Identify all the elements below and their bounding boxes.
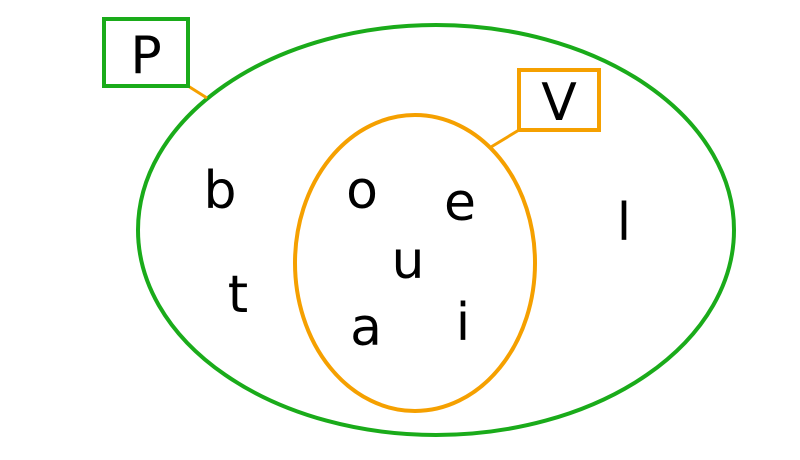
element-i: i bbox=[456, 293, 470, 353]
set-v-label-box bbox=[517, 68, 601, 132]
set-v-ellipse bbox=[293, 113, 537, 413]
element-e: e bbox=[444, 173, 476, 233]
set-p-label: P bbox=[130, 26, 161, 86]
set-v-label-connector bbox=[490, 128, 520, 149]
element-u: u bbox=[392, 231, 425, 291]
element-t: t bbox=[228, 265, 248, 325]
set-p-label-connector bbox=[187, 84, 208, 100]
element-a: a bbox=[350, 298, 382, 358]
element-b: b bbox=[203, 161, 236, 221]
set-p-label-box bbox=[102, 17, 190, 88]
set-p-ellipse bbox=[136, 23, 736, 437]
element-o: o bbox=[346, 161, 378, 221]
element-l: l bbox=[617, 193, 631, 253]
set-v-label: V bbox=[541, 73, 577, 133]
